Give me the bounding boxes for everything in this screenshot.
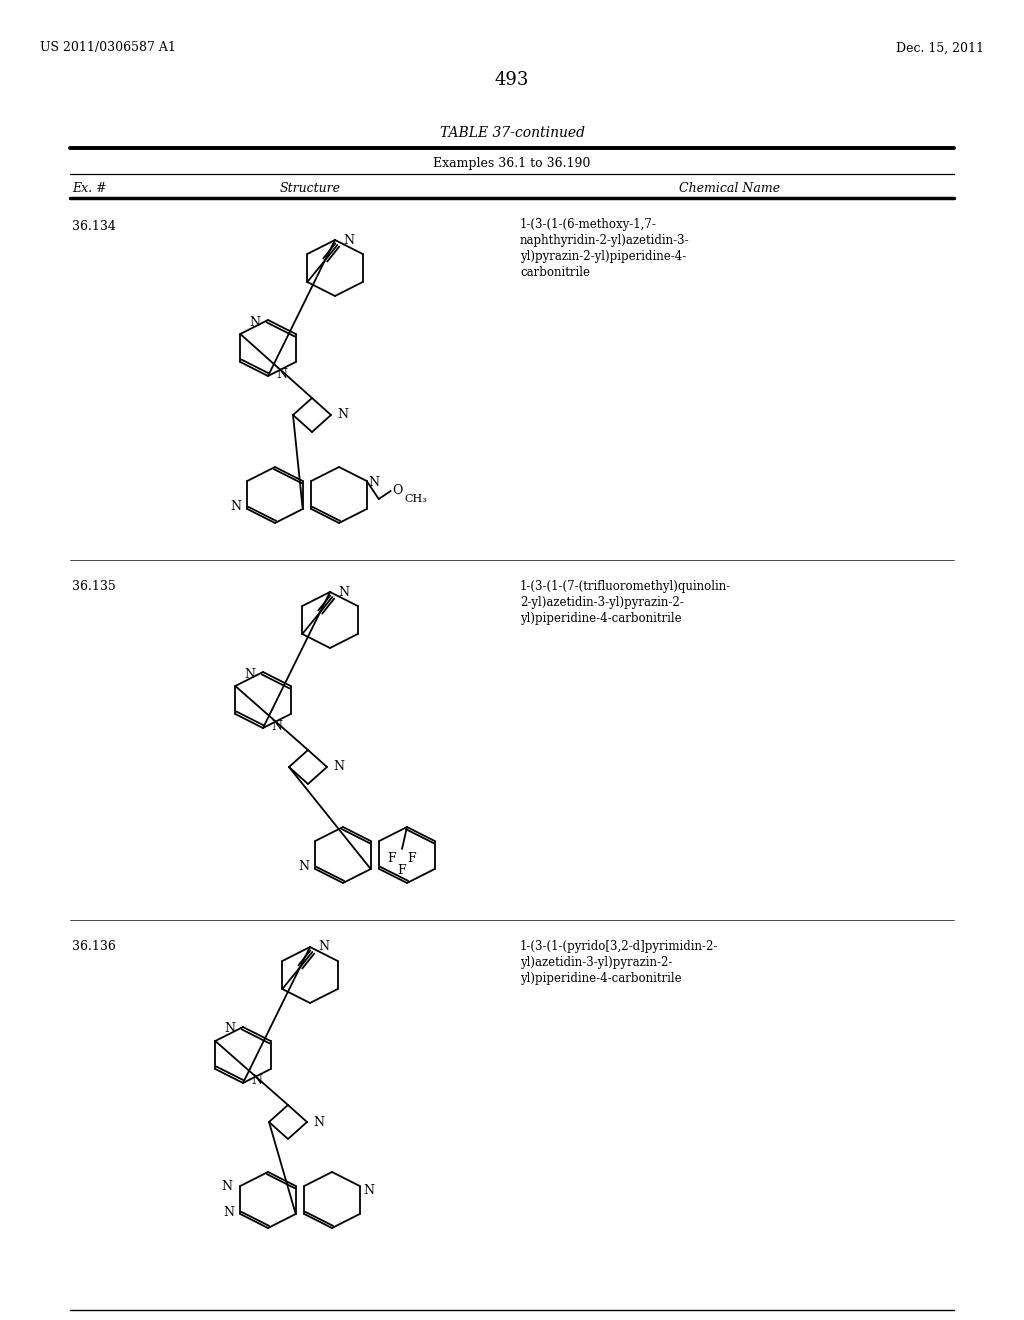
Text: N: N (369, 477, 380, 490)
Text: F: F (388, 853, 396, 866)
Text: O: O (393, 484, 403, 498)
Text: N: N (338, 586, 349, 598)
Text: Structure: Structure (280, 181, 341, 194)
Text: F: F (408, 853, 417, 866)
Text: N: N (230, 500, 242, 513)
Text: N: N (313, 1115, 324, 1129)
Text: carbonitrile: carbonitrile (520, 267, 590, 279)
Text: yl)piperidine-4-carbonitrile: yl)piperidine-4-carbonitrile (520, 612, 682, 624)
Text: naphthyridin-2-yl)azetidin-3-: naphthyridin-2-yl)azetidin-3- (520, 234, 689, 247)
Text: 1-(3-(1-(pyrido[3,2-d]pyrimidin-2-: 1-(3-(1-(pyrido[3,2-d]pyrimidin-2- (520, 940, 719, 953)
Text: TABLE 37-continued: TABLE 37-continued (439, 125, 585, 140)
Text: N: N (364, 1184, 375, 1196)
Text: 1-(3-(1-(7-(trifluoromethyl)quinolin-: 1-(3-(1-(7-(trifluoromethyl)quinolin- (520, 579, 731, 593)
Text: N: N (223, 1205, 234, 1218)
Text: 493: 493 (495, 71, 529, 88)
Text: Dec. 15, 2011: Dec. 15, 2011 (896, 41, 984, 54)
Text: N: N (333, 760, 344, 774)
Text: 36.135: 36.135 (72, 579, 116, 593)
Text: N: N (343, 234, 354, 247)
Text: Ex. #: Ex. # (72, 181, 106, 194)
Text: US 2011/0306587 A1: US 2011/0306587 A1 (40, 41, 176, 54)
Text: N: N (337, 408, 348, 421)
Text: yl)azetidin-3-yl)pyrazin-2-: yl)azetidin-3-yl)pyrazin-2- (520, 956, 673, 969)
Text: F: F (397, 865, 407, 878)
Text: 1-(3-(1-(6-methoxy-1,7-: 1-(3-(1-(6-methoxy-1,7- (520, 218, 656, 231)
Text: N: N (224, 1023, 234, 1035)
Text: CH₃: CH₃ (404, 494, 427, 504)
Text: 36.134: 36.134 (72, 220, 116, 234)
Text: 36.136: 36.136 (72, 940, 116, 953)
Text: yl)piperidine-4-carbonitrile: yl)piperidine-4-carbonitrile (520, 972, 682, 985)
Text: Chemical Name: Chemical Name (680, 181, 780, 194)
Text: yl)pyrazin-2-yl)piperidine-4-: yl)pyrazin-2-yl)piperidine-4- (520, 249, 686, 263)
Text: N: N (298, 861, 309, 874)
Text: N: N (251, 1074, 262, 1088)
Text: N: N (244, 668, 255, 681)
Text: N: N (318, 940, 330, 953)
Text: Examples 36.1 to 36.190: Examples 36.1 to 36.190 (433, 157, 591, 169)
Text: 2-yl)azetidin-3-yl)pyrazin-2-: 2-yl)azetidin-3-yl)pyrazin-2- (520, 597, 684, 609)
Text: N: N (249, 315, 260, 329)
Text: N: N (271, 719, 282, 733)
Text: N: N (276, 367, 287, 380)
Text: N: N (221, 1180, 232, 1192)
